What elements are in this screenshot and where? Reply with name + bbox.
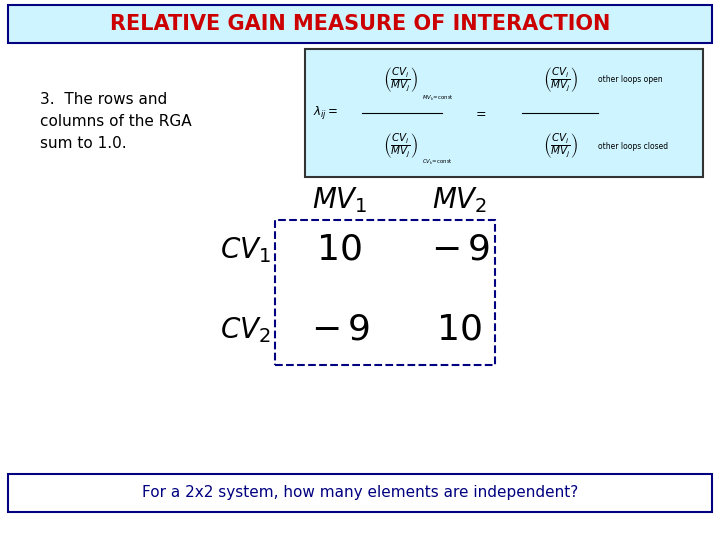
Text: $\left(\dfrac{CV_i}{MV_j}\right)$: $\left(\dfrac{CV_i}{MV_j}\right)$ [542, 132, 577, 160]
Text: $CV_2$: $CV_2$ [220, 315, 271, 345]
Text: $\lambda_{ij}=$: $\lambda_{ij}=$ [313, 105, 338, 122]
Text: RELATIVE GAIN MEASURE OF INTERACTION: RELATIVE GAIN MEASURE OF INTERACTION [110, 14, 610, 34]
Text: sum to 1.0.: sum to 1.0. [40, 136, 127, 151]
Text: 3.  The rows and: 3. The rows and [40, 92, 167, 107]
Text: columns of the RGA: columns of the RGA [40, 114, 192, 129]
Text: $-\,9$: $-\,9$ [431, 233, 490, 267]
Text: $\left(\dfrac{CV_i}{MV_j}\right)$: $\left(\dfrac{CV_i}{MV_j}\right)$ [382, 65, 418, 94]
Text: $=$: $=$ [473, 106, 487, 119]
Text: ${}_{CV_k\!=\!\mathrm{const}}$: ${}_{CV_k\!=\!\mathrm{const}}$ [422, 157, 453, 167]
Bar [8, 474, 712, 512]
Text: ${}_{MV_k\!=\!\mathrm{const}}$: ${}_{MV_k\!=\!\mathrm{const}}$ [422, 93, 454, 103]
Text: $CV_1$: $CV_1$ [220, 235, 271, 265]
Text: other loops open: other loops open [598, 76, 662, 84]
Text: 10: 10 [317, 233, 363, 267]
Text: $\left(\dfrac{CV_i}{MV_j}\right)$: $\left(\dfrac{CV_i}{MV_j}\right)$ [542, 65, 577, 94]
Text: other loops closed: other loops closed [598, 141, 668, 151]
Text: For a 2x2 system, how many elements are independent?: For a 2x2 system, how many elements are … [142, 485, 578, 501]
Bar [305, 49, 703, 177]
Text: $-\,9$: $-\,9$ [311, 313, 369, 347]
Bar [275, 220, 495, 365]
Text: $\left(\dfrac{CV_i}{MV_j}\right)$: $\left(\dfrac{CV_i}{MV_j}\right)$ [382, 132, 418, 160]
Bar [8, 5, 712, 43]
Text: $MV_2$: $MV_2$ [432, 185, 487, 215]
Text: $MV_1$: $MV_1$ [312, 185, 368, 215]
Text: 10: 10 [437, 313, 483, 347]
